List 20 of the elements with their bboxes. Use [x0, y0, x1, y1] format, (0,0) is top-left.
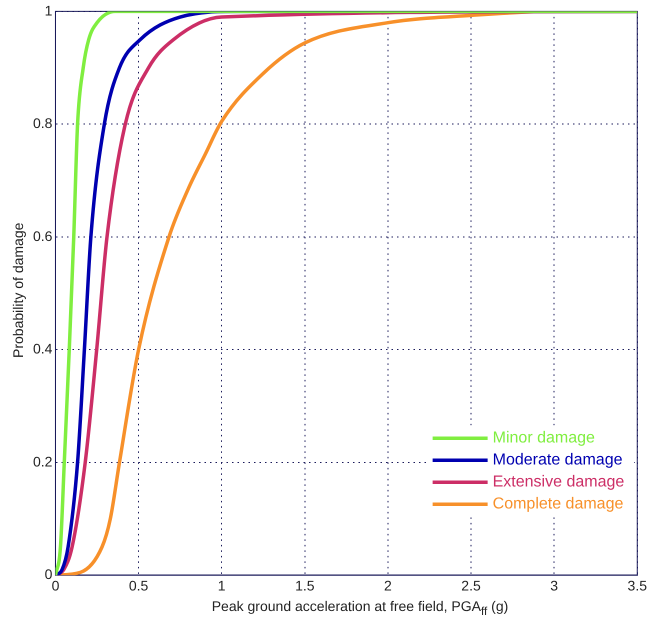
x-tick-label: 1: [218, 577, 226, 594]
y-tick-label: 0.4: [32, 340, 53, 357]
line-series: [55, 11, 638, 576]
y-tick-label: 0: [44, 566, 53, 582]
x-tick-label: 3.5: [628, 577, 648, 594]
x-tick-label: 2.5: [461, 577, 481, 594]
x-tick-label: 1.5: [295, 577, 315, 594]
x-tick-label: 0.5: [128, 577, 149, 594]
legend-label: Extensive damage: [492, 474, 624, 491]
legend-label: Minor damage: [492, 430, 596, 447]
x-tick-label: 3: [550, 577, 558, 594]
y-tick-label: 0.2: [32, 453, 53, 470]
y-tick-label: 1: [44, 2, 53, 18]
x-axis-title: Peak ground acceleration at free field, PGA$_{ff}$ (g): [210, 598, 510, 618]
y-tick-label: 0.8: [32, 115, 53, 132]
y-tick-label: 0.6: [32, 228, 53, 244]
legend-label: Complete damage: [492, 496, 624, 513]
legend-label: Moderate damage: [492, 452, 623, 469]
y-axis-title: Probability of damage: [10, 222, 26, 358]
x-tick-label: 2: [384, 577, 392, 594]
